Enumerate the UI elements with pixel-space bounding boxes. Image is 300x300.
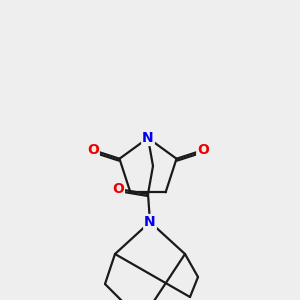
Text: N: N [144, 215, 156, 229]
Text: O: O [87, 143, 99, 157]
Text: N: N [142, 131, 154, 145]
Text: O: O [197, 143, 209, 157]
Text: O: O [112, 182, 124, 196]
